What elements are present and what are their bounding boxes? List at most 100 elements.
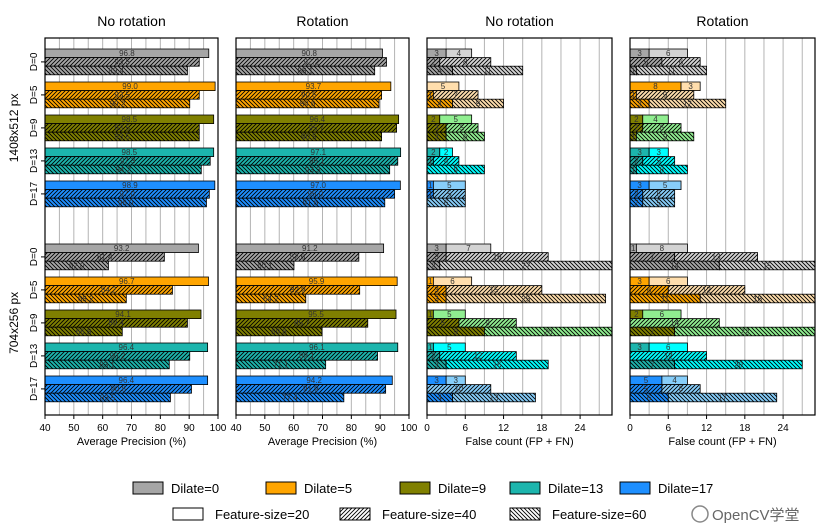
panel-title: Rotation: [296, 13, 348, 29]
x-tick-label: 18: [739, 423, 751, 434]
segment-label: 3: [453, 376, 458, 385]
legend: Dilate=0 Dilate=5 Dilate=9 Dilate=13 Dilate=…: [132, 481, 800, 524]
segment-label: 1: [631, 165, 636, 174]
x-tick-label: 40: [230, 423, 242, 434]
segment-label: 3: [434, 286, 439, 295]
bar-label: 83.1: [99, 360, 115, 369]
segment-label: 16: [493, 253, 502, 262]
legend-swatch: [172, 507, 204, 521]
bar-label: 96.0: [118, 198, 134, 207]
bar-label: 82.6: [290, 253, 306, 262]
bar-label: 93.5: [114, 58, 130, 67]
segment-label: 1: [428, 343, 433, 352]
segment-label: 2: [431, 148, 436, 157]
segment-label: 6: [660, 124, 665, 133]
watermark-text: OpenCV学堂: [712, 507, 800, 524]
bar-label: 99.0: [122, 82, 138, 91]
segment-label: 10: [454, 385, 463, 394]
bar-label: 83.5: [100, 393, 116, 402]
bar-segment-light: [452, 392, 536, 403]
x-tick-label: 40: [39, 423, 51, 434]
segment-label: 6: [647, 393, 652, 402]
bar-label: 93.2: [114, 244, 130, 253]
x-axis-title: False count (FP + FN): [668, 436, 776, 448]
dilate-label: D=0: [29, 52, 40, 71]
x-tick-label: 80: [346, 423, 358, 434]
bar-segment-light: [445, 131, 485, 142]
segment-label: 11: [667, 66, 676, 75]
bar-label: 89.4: [108, 319, 124, 328]
segment-label: 5: [644, 385, 649, 394]
segment-label: 3: [434, 132, 439, 141]
bar-label: 96.7: [119, 277, 135, 286]
segment-label: 8: [476, 99, 481, 108]
segment-label: 3: [688, 82, 693, 91]
segment-label: 12: [683, 99, 692, 108]
segment-label: 1: [631, 91, 636, 100]
bar-label: 82.9: [290, 286, 306, 295]
segment-label: 1: [631, 66, 636, 75]
segment-label: 5: [656, 157, 661, 166]
bar-label: 94.1: [115, 310, 131, 319]
segment-label: 6: [679, 58, 684, 67]
segment-label: 5: [644, 58, 649, 67]
segment-label: 17: [718, 393, 727, 402]
bar-label: 96.8: [119, 49, 135, 58]
segment-label: 12: [664, 352, 673, 361]
x-tick-label: 100: [210, 423, 227, 434]
bar-label: 77.4: [282, 393, 298, 402]
dilate-label: D=5: [29, 85, 40, 104]
segment-label: 6: [444, 198, 449, 207]
bar-label: 60.1: [257, 261, 273, 270]
resolution-label: 1408x512 px: [7, 94, 21, 163]
segment-label: 4: [438, 66, 443, 75]
segment-label: 3: [434, 376, 439, 385]
bar-label: 95.9: [309, 277, 325, 286]
segment-label: 13: [490, 393, 499, 402]
watermark: OpenCV学堂: [691, 505, 800, 524]
bar-label: 97.1: [311, 148, 327, 157]
segment-label: 12: [474, 352, 483, 361]
bar-label: 97.0: [310, 181, 326, 190]
segment-label: 6: [660, 310, 665, 319]
segment-label: 8: [660, 244, 665, 253]
segment-label: 4: [444, 157, 449, 166]
segment-label: 9: [485, 319, 490, 328]
legend-label: Dilate=17: [658, 481, 713, 496]
segment-label: 3: [637, 181, 642, 190]
dilate-label: D=17: [29, 181, 40, 206]
bar-label: 90.2: [110, 352, 126, 361]
segment-label: 15: [763, 261, 772, 270]
bar-label: 89.1: [299, 352, 315, 361]
segment-label: 1: [428, 91, 433, 100]
bar-label: 66.8: [76, 327, 92, 336]
bar-segment-light: [674, 359, 803, 370]
bar-label: 62.0: [69, 261, 85, 270]
bar-label: 97.0: [119, 190, 135, 199]
bar-segment-light: [635, 65, 707, 76]
bar-label: 91.9: [303, 385, 319, 394]
segment-label: 2: [431, 58, 436, 67]
bar-label: 93.3: [305, 165, 321, 174]
panel-title: No rotation: [97, 13, 165, 29]
panel-title: No rotation: [485, 13, 553, 29]
x-tick-label: 80: [155, 423, 167, 434]
x-axis-title: Average Precision (%): [268, 436, 377, 448]
bar-label: 96.4: [119, 376, 135, 385]
x-tick-label: 60: [288, 423, 300, 434]
segment-label: 9: [453, 165, 458, 174]
segment-label: 11: [661, 294, 670, 303]
dilate-label: D=13: [29, 148, 40, 173]
x-tick-label: 90: [375, 423, 387, 434]
bar-label: 93.5: [114, 91, 130, 100]
segment-label: 3: [637, 277, 642, 286]
segment-label: 7: [650, 360, 655, 369]
watermark-logo-icon: [691, 505, 709, 523]
bar-label: 64.2: [263, 294, 279, 303]
segment-label: 12: [702, 286, 711, 295]
segment-label: 2: [431, 261, 436, 270]
bar-label: 95.0: [308, 190, 324, 199]
bar-label: 94.2: [115, 165, 131, 174]
dilate-label: D=9: [29, 118, 40, 137]
